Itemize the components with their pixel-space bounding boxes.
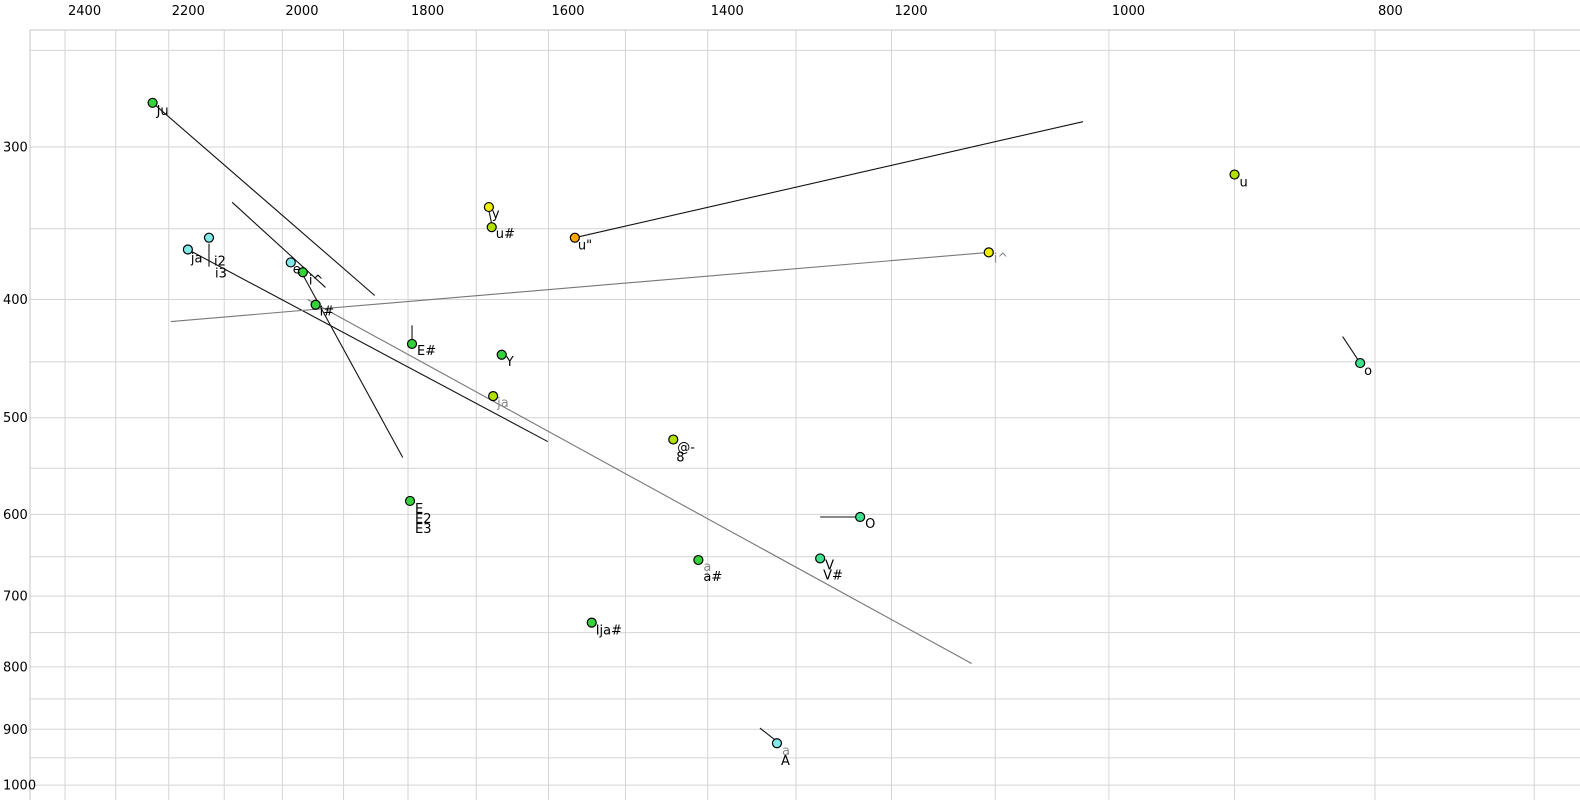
y-axis-tick-labels: 300 400 500 600 700 800 900 1000 <box>3 141 36 794</box>
y-tick-label-700: 700 <box>3 590 28 605</box>
data-point-y <box>483 201 494 213</box>
point-label-O: O <box>865 517 875 532</box>
point-label-i2-i3: i3 <box>215 267 227 282</box>
axis-frame-layer <box>29 29 1580 800</box>
trajectory-line-traj-gray-long <box>307 298 972 664</box>
data-point-E-hash <box>406 338 418 350</box>
x-tick-label-800: 800 <box>1378 4 1403 19</box>
grid-layer <box>30 30 1580 800</box>
point-label-i-hat-gray: i^ <box>994 251 1009 266</box>
data-point-u-hash <box>486 222 497 233</box>
y-tick-label-600: 600 <box>3 508 28 523</box>
point-label-o: o <box>1364 364 1372 379</box>
data-point-e <box>285 257 296 268</box>
point-label-E-E2-E3: E3 <box>415 522 432 537</box>
point-label-a-hash: a <box>703 560 711 575</box>
x-tick-label-2000: 2000 <box>285 4 318 19</box>
point-label-E-hash: E# <box>417 344 436 359</box>
data-point-u <box>1229 169 1240 180</box>
y-tick-label-1000: 1000 <box>3 779 36 794</box>
trajectory-lines-layer <box>152 102 1361 742</box>
point-label-u-dq: u" <box>578 239 592 254</box>
point-label-Ju: Ju <box>156 104 169 119</box>
trajectory-line-traj-gray-ih <box>170 251 989 323</box>
point-label-Y: Y <box>505 355 514 370</box>
point-label-a-A: a <box>782 744 790 759</box>
point-label-at-8: @- <box>677 441 695 456</box>
point-label-i2-i3: i2 <box>214 255 226 270</box>
point-label-e: e <box>293 262 301 277</box>
data-point-i-hat <box>297 267 308 278</box>
point-label-ja: ja <box>190 251 203 266</box>
trajectory-line-traj-u-dq <box>574 121 1084 239</box>
x-axis-tick-labels: 2400 2200 2000 1800 1600 1400 1200 1000 800 <box>68 4 1403 19</box>
data-point-i2-i3 <box>203 232 215 243</box>
data-points-layer <box>147 97 1366 749</box>
point-label-y: y <box>492 207 500 222</box>
data-point-Y <box>496 349 507 360</box>
y-tick-label-800: 800 <box>3 660 28 675</box>
point-label-V-V-hash: V# <box>823 568 843 583</box>
data-point-V-V-hash <box>815 553 826 564</box>
y-tick-label-300: 300 <box>3 141 28 156</box>
point-label-at-8: 8 <box>676 451 684 466</box>
y-tick-label-400: 400 <box>3 293 28 308</box>
point-label-a-hash: a# <box>703 570 722 585</box>
point-label-a-A: A <box>781 754 790 769</box>
data-point-ja <box>182 244 193 255</box>
point-label-V-V-hash: V <box>825 558 834 573</box>
data-point-O <box>855 511 866 523</box>
trajectory-line-traj-upper <box>231 201 326 288</box>
x-tick-label-1400: 1400 <box>711 4 744 19</box>
y-tick-label-500: 500 <box>3 411 28 426</box>
data-point-Ija-hash <box>586 617 597 628</box>
point-label-i-hat: i^ <box>309 273 324 288</box>
y-tick-label-900: 900 <box>3 723 28 738</box>
x-tick-label-2200: 2200 <box>172 4 205 19</box>
x-tick-label-2400: 2400 <box>68 4 101 19</box>
point-label-ja-gray: ja <box>496 396 509 411</box>
point-label-Ija-hash: Ija# <box>596 624 622 639</box>
trajectory-line-traj-o <box>1342 336 1361 364</box>
data-point-E-E2-E3 <box>404 495 416 507</box>
point-label-E-E2-E3: E2 <box>415 512 432 527</box>
x-tick-label-1200: 1200 <box>895 4 928 19</box>
trajectory-line-traj-i <box>298 267 404 458</box>
x-tick-label-1800: 1800 <box>411 4 444 19</box>
x-tick-label-1000: 1000 <box>1112 4 1145 19</box>
x-tick-label-1600: 1600 <box>551 4 584 19</box>
point-label-u-hash: u# <box>496 227 515 242</box>
trajectory-line-traj-ja <box>187 249 548 443</box>
trajectory-line-traj-Ju <box>152 102 376 296</box>
data-point-ja-gray <box>488 391 499 402</box>
data-point-i-hash <box>310 299 321 310</box>
point-label-u: u <box>1240 176 1248 191</box>
data-point-Ju <box>147 97 158 108</box>
data-point-a-hash <box>693 554 704 566</box>
data-point-a-A <box>771 738 783 749</box>
data-point-at-8 <box>668 434 679 445</box>
data-point-i-hat-gray <box>983 247 994 258</box>
point-label-i-hash: i# <box>320 305 335 320</box>
trajectory-line-traj-y <box>488 210 493 225</box>
point-label-E-E2-E3: E <box>415 502 423 517</box>
data-point-o <box>1355 357 1366 369</box>
data-point-u-dq <box>569 232 580 243</box>
